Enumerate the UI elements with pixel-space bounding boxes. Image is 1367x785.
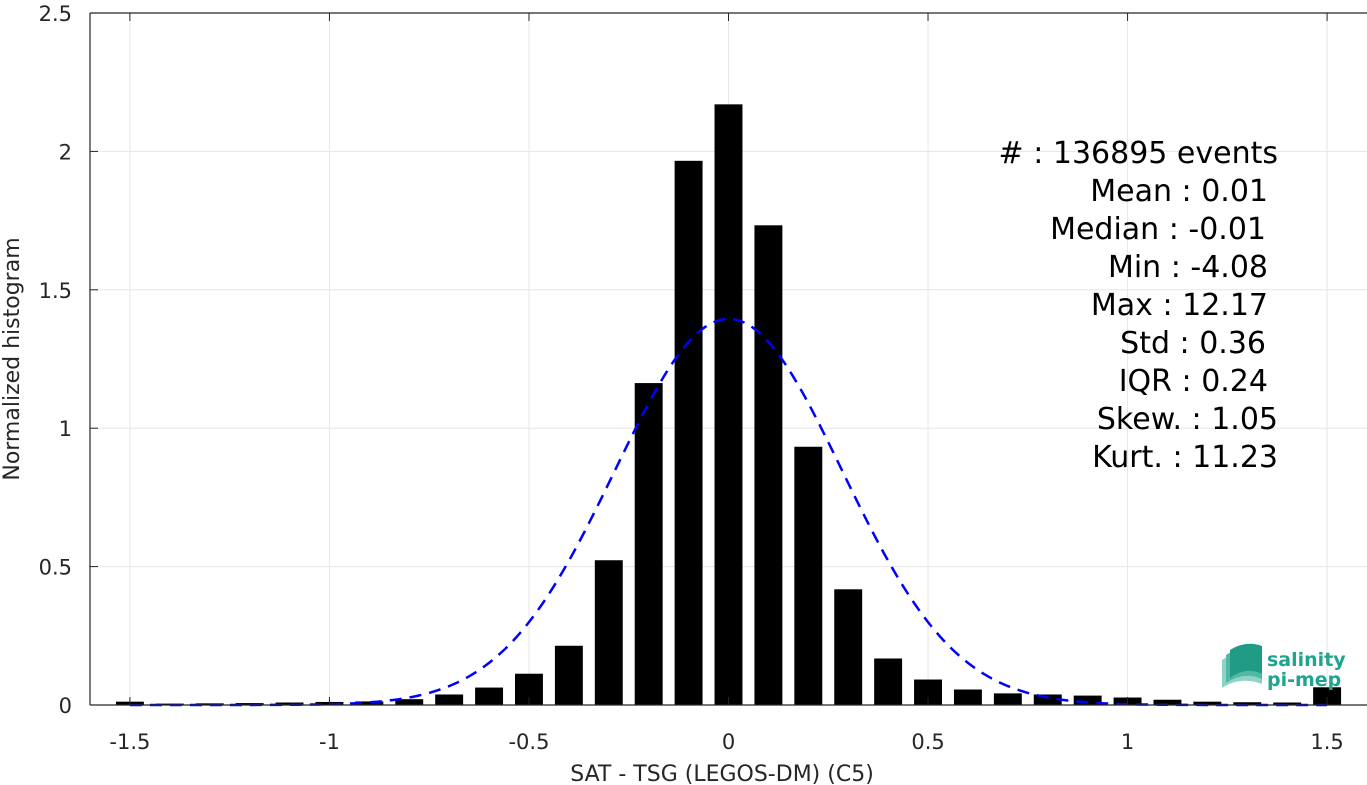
- x-tick-label-0: -1.5: [109, 730, 150, 754]
- tick-labels: -1.5 -1 -0.5 0 0.5 1 1.5 0 0.5 1 1.5 2 2.5: [39, 2, 1344, 754]
- stat-line-3: Min : -4.08: [1108, 250, 1268, 285]
- y-tick-label-0: 0: [59, 694, 72, 718]
- histogram-bar-16: [754, 225, 783, 705]
- stat-line-0: # : 136895 events: [999, 136, 1278, 171]
- y-tick-label-2: 1: [59, 417, 72, 441]
- histogram-bar-26: [1153, 699, 1182, 705]
- histogram-bar-13: [634, 383, 663, 705]
- stat-line-5: Std : 0.36: [1120, 326, 1266, 361]
- stat-line-7: Skew. : 1.05: [1097, 402, 1278, 437]
- x-tick-label-6: 1.5: [1310, 730, 1343, 754]
- stat-line-1: Mean : 0.01: [1090, 174, 1268, 209]
- histogram-bar-24: [1073, 695, 1102, 705]
- histogram-bar-22: [993, 693, 1022, 705]
- y-tick-label-5: 2.5: [39, 2, 72, 26]
- logo-line2: pi-mep: [1267, 669, 1341, 691]
- y-tick-label-4: 2: [59, 140, 72, 164]
- histogram-bar-18: [834, 589, 863, 705]
- wave-logo-icon: [1222, 643, 1262, 688]
- histogram-bar-9: [475, 687, 504, 705]
- histogram-bar-6: [355, 701, 384, 705]
- histogram-bar-17: [794, 446, 823, 705]
- histogram-bar-11: [554, 645, 583, 705]
- x-tick-label-1: -1: [319, 730, 340, 754]
- y-tick-label-1: 0.5: [39, 556, 72, 580]
- y-tick-label-3: 1.5: [39, 279, 72, 303]
- histogram-bar-1: [155, 703, 184, 705]
- stat-line-6: IQR : 0.24: [1119, 364, 1268, 399]
- histogram-bar-2: [195, 703, 224, 705]
- stat-line-2: Median : -0.01: [1050, 212, 1266, 247]
- histogram-bar-8: [435, 694, 464, 705]
- histogram-bar-14: [674, 160, 703, 705]
- x-axis-label: SAT - TSG (LEGOS-DM) (C5): [570, 762, 874, 785]
- histogram-bar-3: [235, 703, 264, 705]
- histogram-bar-28: [1233, 702, 1262, 705]
- histogram-bar-19: [874, 658, 903, 705]
- histogram-bar-23: [1033, 694, 1062, 705]
- stat-line-4: Max : 12.17: [1091, 288, 1268, 323]
- histogram-bar-27: [1193, 701, 1222, 705]
- histogram-bar-4: [275, 702, 304, 705]
- stat-line-8: Kurt. : 11.23: [1092, 440, 1278, 475]
- x-tick-label-5: 1: [1121, 730, 1134, 754]
- x-tick-label-3: 0: [722, 730, 735, 754]
- y-axis-label: Normalized histogram: [0, 237, 25, 480]
- salinity-pimep-logo: salinity pi-mep: [1222, 643, 1346, 691]
- histogram-bars: [115, 104, 1342, 706]
- histogram-bar-12: [594, 560, 623, 705]
- logo-line1: salinity: [1267, 649, 1346, 671]
- histogram-bar-7: [395, 699, 424, 705]
- histogram-bar-15: [714, 104, 743, 706]
- x-tick-label-4: 0.5: [911, 730, 944, 754]
- histogram-bar-30: [1313, 687, 1342, 705]
- x-tick-label-2: -0.5: [508, 730, 549, 754]
- histogram-bar-21: [953, 689, 982, 705]
